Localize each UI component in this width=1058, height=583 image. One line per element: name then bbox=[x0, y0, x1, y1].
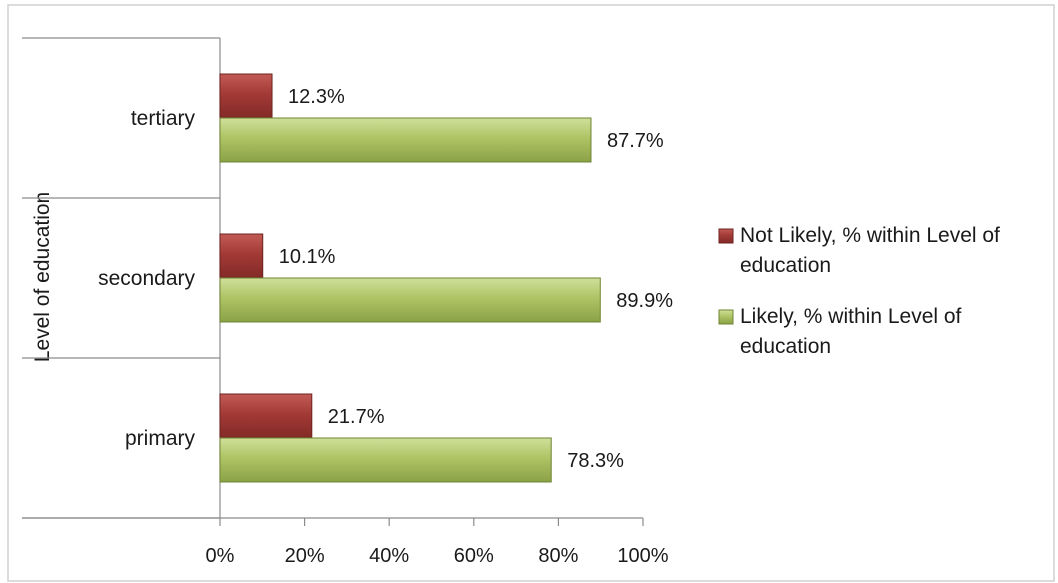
legend: Not Likely, % within Level of education Li… bbox=[718, 224, 1000, 358]
x-tick-label: 0% bbox=[206, 545, 235, 567]
category-label: primary bbox=[125, 427, 196, 450]
legend-label: Likely, % within Level of education bbox=[740, 305, 962, 358]
x-tick-label: 20% bbox=[285, 545, 325, 567]
bar bbox=[219, 277, 601, 323]
category-label: secondary bbox=[98, 267, 195, 290]
data-label: 89.9% bbox=[616, 290, 673, 312]
data-label: 78.3% bbox=[567, 450, 624, 472]
legend-swatch bbox=[718, 228, 734, 244]
bar bbox=[219, 393, 313, 439]
bar bbox=[219, 233, 264, 279]
y-axis-title: Level of education bbox=[31, 192, 54, 362]
legend-swatch bbox=[718, 309, 734, 325]
plot-area: 0% 20% 40% 60% 80% 100% tertiary 12.3% 87.7% seco… bbox=[22, 37, 673, 567]
x-tick-label: 80% bbox=[538, 545, 578, 567]
data-label: 12.3% bbox=[288, 86, 345, 108]
bar bbox=[219, 117, 592, 163]
category-label: tertiary bbox=[131, 107, 196, 130]
legend-label: Not Likely, % within Level of education bbox=[740, 224, 1000, 277]
bar bbox=[219, 437, 552, 483]
bar bbox=[219, 73, 273, 119]
data-label: 21.7% bbox=[328, 406, 385, 428]
x-tick-label: 100% bbox=[617, 545, 668, 567]
data-label: 87.7% bbox=[607, 130, 664, 152]
x-tick-label: 40% bbox=[369, 545, 409, 567]
x-tick-label: 60% bbox=[454, 545, 494, 567]
data-label: 10.1% bbox=[279, 246, 336, 268]
